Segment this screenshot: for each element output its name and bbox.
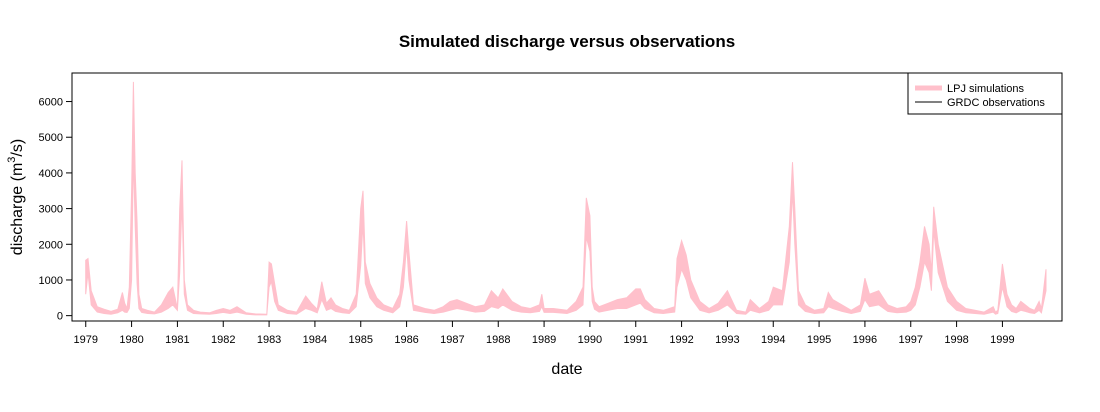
y-tick-label: 6000 [39, 97, 63, 109]
x-axis-label: date [551, 361, 582, 378]
x-tick-label: 1999 [990, 334, 1014, 346]
x-axis: 1979 1980 1981 1982 1983 1984 1985 1986 1987 1988… [74, 321, 1015, 346]
y-axis-label-main: discharge (m [9, 163, 26, 255]
x-tick-label: 1979 [74, 334, 98, 346]
plot-frame [71, 72, 1063, 322]
x-tick-label: 1991 [624, 334, 648, 346]
x-tick-label: 1994 [761, 334, 785, 346]
y-axis: 0 1000 2000 3000 4000 5000 6000 [39, 97, 72, 323]
x-tick-label: 1983 [257, 334, 281, 346]
legend: LPJ simulations GRDC observations [907, 72, 1063, 115]
x-tick-label: 1998 [944, 334, 968, 346]
x-tick-label: 1993 [715, 334, 739, 346]
y-axis-label-tail: /s) [9, 139, 26, 157]
x-tick-label: 1987 [440, 334, 464, 346]
series-lpj-simulations [85, 81, 1047, 316]
x-tick-label: 1992 [669, 334, 693, 346]
x-tick-label: 1995 [807, 334, 831, 346]
x-tick-label: 1985 [349, 334, 373, 346]
y-tick-label: 2000 [39, 239, 63, 251]
y-tick-label: 1000 [39, 275, 63, 287]
y-tick-label: 3000 [39, 204, 63, 216]
legend-label-simulations: LPJ simulations [947, 83, 1025, 95]
legend-box [907, 72, 1063, 115]
x-tick-label: 1996 [853, 334, 877, 346]
x-tick-label: 1984 [303, 334, 327, 346]
y-axis-label: discharge (m3/s) [6, 139, 26, 255]
x-tick-label: 1980 [119, 334, 143, 346]
legend-label-observations: GRDC observations [947, 97, 1045, 109]
y-axis-label-superscript: 3 [6, 157, 18, 163]
y-tick-label: 5000 [39, 132, 63, 144]
simulation-band-layer [85, 81, 1047, 316]
x-tick-label: 1986 [394, 334, 418, 346]
x-tick-label: 1989 [532, 334, 556, 346]
x-tick-label: 1982 [211, 334, 235, 346]
y-tick-label: 4000 [39, 168, 63, 180]
y-tick-label: 0 [57, 311, 63, 323]
x-tick-label: 1997 [899, 334, 923, 346]
x-tick-label: 1990 [578, 334, 602, 346]
x-tick-label: 1981 [165, 334, 189, 346]
x-tick-label: 1988 [486, 334, 510, 346]
chart-title: Simulated discharge versus observations [399, 32, 735, 51]
